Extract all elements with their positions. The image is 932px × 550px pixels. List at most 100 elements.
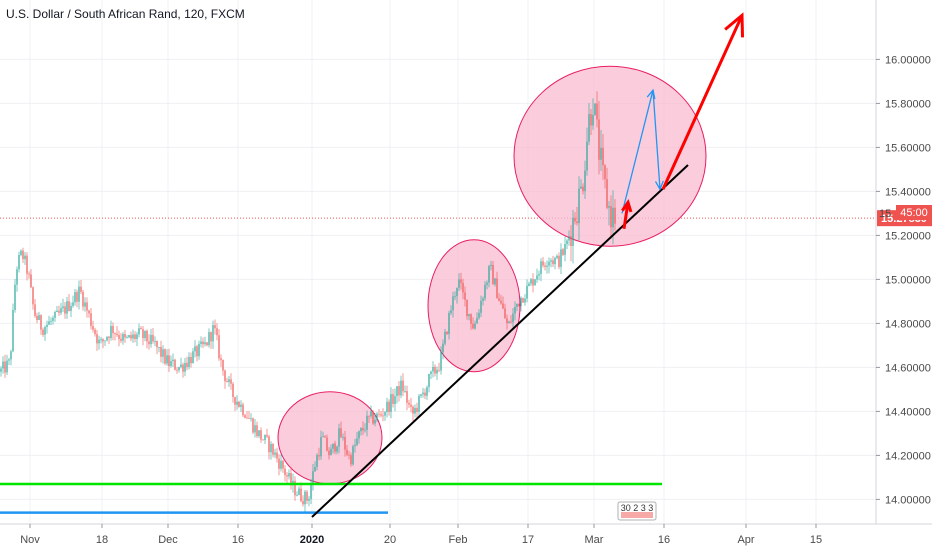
candle-body xyxy=(348,454,350,456)
candle-body xyxy=(24,255,26,260)
candle-body xyxy=(448,312,450,334)
candle-body xyxy=(468,314,470,317)
candle-body xyxy=(116,333,118,336)
annotation-circles xyxy=(277,65,707,485)
candle-body xyxy=(364,429,366,431)
candle-body xyxy=(136,334,138,339)
candle-body xyxy=(462,282,464,293)
price-axis[interactable]: 14.00000 14.20000 14.40000 14.60000 14.80000… xyxy=(876,54,931,506)
candle-body xyxy=(540,261,542,274)
candle-body xyxy=(392,394,394,404)
candle-body xyxy=(134,334,136,339)
candle-body xyxy=(550,260,552,262)
candle-body xyxy=(530,279,532,284)
candle-body xyxy=(578,188,580,224)
candle-body xyxy=(328,450,330,456)
candle-body xyxy=(418,395,420,412)
candle-body xyxy=(340,428,342,438)
candle-body xyxy=(376,413,378,420)
candle-body xyxy=(612,207,614,228)
candle-body xyxy=(544,265,546,267)
time-axis[interactable]: Nov 18 Dec 16 2020 20 Feb 17 Mar 16 Apr 15 xyxy=(20,524,822,546)
candle-body xyxy=(430,371,432,375)
candle-body xyxy=(268,436,270,453)
x-tick-label: 15 xyxy=(810,534,822,546)
candle-body xyxy=(280,460,282,469)
candle-body xyxy=(142,329,144,339)
candle-body xyxy=(384,412,386,416)
flag-icon xyxy=(621,512,653,518)
candle-body xyxy=(460,279,462,283)
price-axis-panel[interactable] xyxy=(876,0,932,524)
candle-body xyxy=(394,396,396,404)
candle-body xyxy=(478,312,480,318)
candle-body xyxy=(20,250,22,255)
candle-body xyxy=(318,455,320,457)
candle-body xyxy=(524,298,526,303)
candle-body xyxy=(284,468,286,476)
candle-body xyxy=(614,207,616,224)
candle-body xyxy=(584,170,586,192)
candle-body xyxy=(454,296,456,297)
candle-body xyxy=(386,401,388,413)
candle-body xyxy=(132,334,134,339)
candle-body xyxy=(338,428,340,447)
candle-body xyxy=(424,392,426,396)
candle-body xyxy=(98,339,100,344)
candle-body xyxy=(234,397,236,405)
candle-body xyxy=(464,292,466,300)
candle-body xyxy=(274,452,276,455)
y-tick-label: 14.80000 xyxy=(885,318,931,330)
economic-events-badge[interactable]: 30 2 3 3 xyxy=(617,501,657,521)
candle-body xyxy=(252,418,254,433)
candle-body xyxy=(346,449,348,455)
candle-body xyxy=(138,328,140,335)
candle-body xyxy=(522,297,524,303)
candle-body xyxy=(588,114,590,142)
candle-body xyxy=(62,306,64,309)
candle-body xyxy=(450,310,452,313)
candle-body xyxy=(204,342,206,345)
events-badge-label: 30 2 3 3 xyxy=(621,503,654,513)
candle-body xyxy=(366,415,368,430)
x-tick-label: Dec xyxy=(158,534,178,546)
candle-body xyxy=(608,206,610,208)
candle-body xyxy=(428,374,430,388)
x-tick-label: 16 xyxy=(232,534,244,546)
candle-body xyxy=(172,359,174,362)
candle-body xyxy=(278,458,280,469)
x-tick-label: 18 xyxy=(96,534,108,546)
candle-body xyxy=(42,329,44,335)
candle-body xyxy=(64,306,66,314)
arrowhead-blue-up xyxy=(646,88,656,100)
red-arrowhead-big xyxy=(724,12,745,38)
candle-body xyxy=(558,255,560,267)
candle-body xyxy=(344,437,346,450)
candle-body xyxy=(518,303,520,306)
candle-body xyxy=(94,329,96,335)
candle-body xyxy=(154,341,156,342)
countdown-box xyxy=(896,205,932,220)
candle-body xyxy=(604,165,606,180)
candle-body xyxy=(510,321,512,323)
candle-body xyxy=(112,326,114,334)
candle-body xyxy=(226,381,228,383)
annotation-circle xyxy=(427,239,521,373)
candle-body xyxy=(224,370,226,382)
candle-body xyxy=(254,425,256,433)
candle-body xyxy=(126,337,128,339)
candle-body xyxy=(514,306,516,314)
candle-body xyxy=(422,392,424,395)
y-tick-label: 15.00000 xyxy=(885,274,931,286)
candle-body xyxy=(502,303,504,309)
candle-body xyxy=(322,436,324,438)
candle-body xyxy=(494,278,496,285)
candle-body xyxy=(332,443,334,449)
candle-body xyxy=(358,431,360,439)
candle-body xyxy=(186,362,188,367)
candle-body xyxy=(100,339,102,341)
candle-body xyxy=(296,494,298,496)
candle-body xyxy=(380,414,382,416)
candle-body xyxy=(78,286,80,302)
time-axis-panel[interactable] xyxy=(0,524,932,550)
